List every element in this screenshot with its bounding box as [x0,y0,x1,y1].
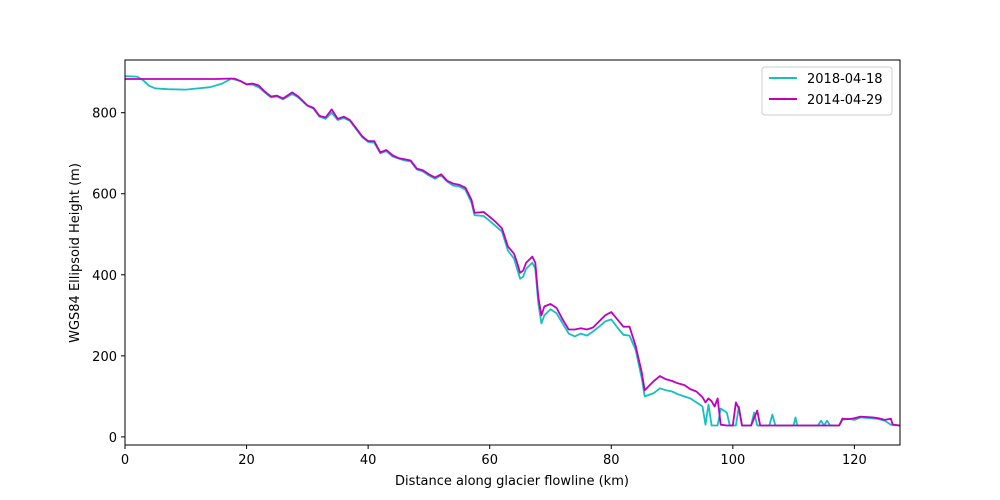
y-axis-ticks: 0 200 400 600 800 [92,107,125,446]
y-tick-label: 600 [92,188,117,203]
series-layer [124,75,901,427]
y-tick-label: 400 [92,269,117,284]
legend: 2018-04-18 2014-04-29 [761,66,893,116]
x-axis-label: Distance along glacier flowline (km) [395,474,629,489]
x-tick-label: 120 [842,453,867,468]
x-tick-label: 80 [603,453,620,468]
x-tick-label: 0 [121,453,129,468]
y-tick-label: 800 [92,107,117,122]
legend-label-2018: 2018-04-18 [807,72,883,87]
x-tick-label: 40 [360,453,377,468]
x-tick-label: 100 [720,453,745,468]
y-tick-label: 200 [92,350,117,365]
y-axis-label: WGS84 Ellipsoid Height (m) [68,163,83,343]
x-axis-ticks: 0 20 40 60 80 100 120 [121,445,867,468]
x-tick-label: 20 [238,453,255,468]
x-tick-label: 60 [481,453,498,468]
y-tick-label: 0 [109,431,117,446]
series-line-2014-04-29 [125,77,901,427]
legend-label-2014: 2014-04-29 [807,93,883,108]
plot-frame [124,59,901,446]
